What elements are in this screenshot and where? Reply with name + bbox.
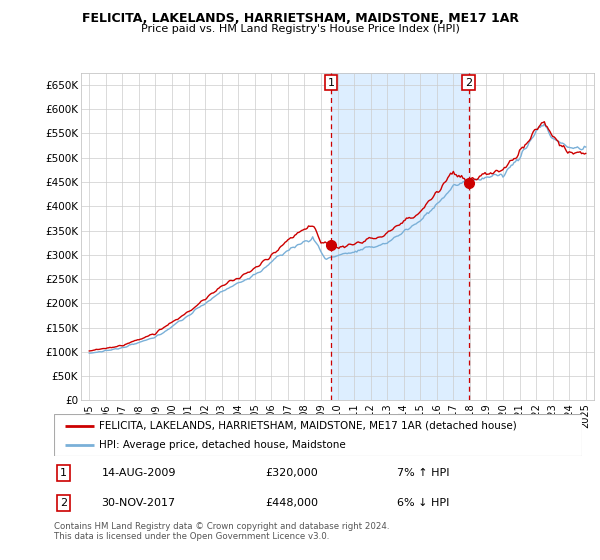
Text: 7% ↑ HPI: 7% ↑ HPI (397, 468, 450, 478)
Text: 2: 2 (465, 77, 472, 87)
Text: Contains HM Land Registry data © Crown copyright and database right 2024.
This d: Contains HM Land Registry data © Crown c… (54, 522, 389, 542)
Text: 2: 2 (60, 498, 67, 508)
Text: £320,000: £320,000 (265, 468, 318, 478)
Text: 1: 1 (328, 77, 335, 87)
Text: 30-NOV-2017: 30-NOV-2017 (101, 498, 176, 508)
Text: 14-AUG-2009: 14-AUG-2009 (101, 468, 176, 478)
Text: £448,000: £448,000 (265, 498, 318, 508)
Text: FELICITA, LAKELANDS, HARRIETSHAM, MAIDSTONE, ME17 1AR: FELICITA, LAKELANDS, HARRIETSHAM, MAIDST… (82, 12, 518, 25)
Text: Price paid vs. HM Land Registry's House Price Index (HPI): Price paid vs. HM Land Registry's House … (140, 24, 460, 34)
Text: HPI: Average price, detached house, Maidstone: HPI: Average price, detached house, Maid… (99, 440, 346, 450)
Bar (331, 73, 469, 400)
Text: FELICITA, LAKELANDS, HARRIETSHAM, MAIDSTONE, ME17 1AR (detached house): FELICITA, LAKELANDS, HARRIETSHAM, MAIDST… (99, 421, 517, 431)
Text: 1: 1 (60, 468, 67, 478)
Text: 6% ↓ HPI: 6% ↓ HPI (397, 498, 449, 508)
